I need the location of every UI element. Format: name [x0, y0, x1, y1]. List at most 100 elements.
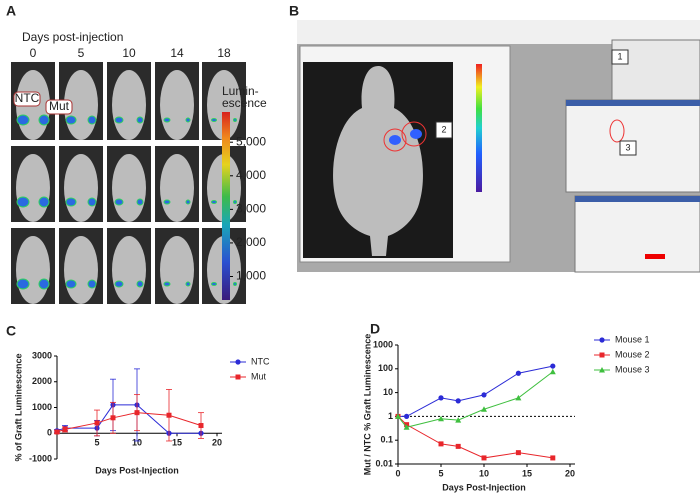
control-panel: [574, 195, 700, 273]
x-tick-label: 10: [479, 468, 489, 478]
group-box: [45, 99, 73, 115]
marker: [235, 359, 241, 365]
signal: [65, 279, 77, 289]
signal: [16, 196, 30, 208]
signal: [211, 200, 217, 204]
y-tick-label: 1: [388, 411, 393, 421]
group-label: Mut: [49, 99, 70, 113]
legend-label: NTC: [251, 356, 270, 366]
panel-letter: D: [370, 321, 380, 337]
marker: [481, 406, 487, 412]
colorbar-tick-label: 4,000: [236, 168, 266, 182]
signal: [211, 282, 217, 286]
marker: [455, 443, 461, 449]
marker: [515, 394, 522, 401]
legend-label: Mouse 1: [615, 334, 650, 344]
x-tick-label: 5: [438, 468, 443, 478]
callout: 3: [625, 142, 630, 152]
panel-letter: C: [6, 323, 16, 339]
colorbar-title: Lumin-: [222, 84, 259, 98]
marker: [549, 368, 556, 375]
marker: [404, 413, 410, 419]
signal: [114, 116, 124, 124]
mouse-body: [207, 70, 241, 140]
day-label: 5: [78, 46, 85, 60]
x-axis-title: Days Post-Injection: [442, 482, 526, 492]
signal: [38, 114, 50, 126]
y-tick-label: 0.01: [375, 458, 393, 468]
marker: [403, 424, 410, 430]
marker: [166, 412, 172, 418]
y-tick-label: 2000: [32, 376, 52, 386]
title-bar: [575, 196, 700, 202]
x-tick-label: 15: [522, 468, 532, 478]
signal: [65, 115, 77, 125]
colorbar-tick-label: 5,000: [236, 134, 266, 148]
mouse-body: [112, 70, 146, 140]
marker: [110, 415, 116, 421]
series-line: [398, 365, 553, 417]
x-tick-label: 15: [172, 438, 182, 448]
marker: [94, 420, 100, 426]
signal: [65, 197, 77, 207]
signal: [389, 135, 401, 145]
signal: [211, 118, 217, 122]
mouse-body: [112, 154, 146, 222]
marker: [515, 450, 521, 456]
signal: [114, 198, 124, 206]
marker: [198, 423, 204, 429]
mouse-body: [160, 70, 194, 140]
day-label: 0: [30, 46, 37, 60]
marker: [438, 395, 444, 401]
signal: [163, 199, 171, 205]
signal: [163, 281, 171, 287]
highlight: [609, 119, 625, 143]
legend-label: Mouse 2: [615, 349, 650, 359]
x-tick-label: 20: [565, 468, 575, 478]
y-tick-label: 10: [383, 387, 393, 397]
signal: [87, 115, 97, 125]
signal: [185, 199, 191, 205]
scale-bar: [476, 64, 482, 192]
day-label: 10: [122, 46, 136, 60]
mouse-body: [64, 154, 98, 222]
color-swatch: [645, 254, 665, 259]
signal: [233, 118, 237, 122]
marker: [235, 374, 241, 380]
callout: 2: [441, 124, 446, 134]
mouse-body: [16, 154, 50, 222]
panel-letter: A: [6, 3, 16, 19]
marker: [455, 398, 461, 404]
callout-box: [611, 49, 629, 65]
callout-box: [619, 140, 637, 156]
marker: [395, 413, 401, 419]
x-tick-label: 20: [212, 438, 222, 448]
day-label: 14: [170, 46, 184, 60]
legend-label: Mut: [251, 371, 267, 381]
series-line: [397, 416, 553, 459]
marker: [481, 455, 487, 461]
signal: [185, 281, 191, 287]
signal: [16, 114, 30, 126]
signal: [87, 279, 97, 289]
signal: [410, 129, 422, 139]
marker: [54, 429, 60, 435]
series-line: [397, 371, 554, 428]
signal: [16, 278, 30, 290]
callout: 1: [617, 51, 622, 61]
y-tick-label: 100: [378, 363, 393, 373]
signal: [38, 278, 50, 290]
group-box: [13, 91, 41, 107]
legend-label: Mouse 3: [615, 364, 650, 374]
day-label: 18: [217, 46, 231, 60]
marker: [481, 392, 487, 398]
marker: [550, 455, 556, 461]
y-axis-title: Mut / NTC % Graft Luminescence: [362, 334, 372, 476]
colorbar-tick-label: 3,000: [236, 202, 266, 216]
group-label: NTC: [15, 91, 40, 105]
marker: [515, 370, 522, 376]
signal: [185, 117, 191, 123]
roi: [401, 121, 427, 147]
x-tick-label: 10: [132, 438, 142, 448]
